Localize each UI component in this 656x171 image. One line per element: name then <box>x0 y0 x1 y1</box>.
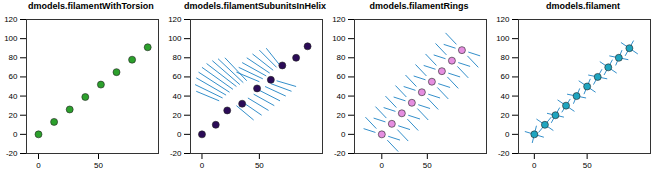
svg-text:-20: -20 <box>6 149 18 158</box>
svg-text:80: 80 <box>173 53 182 62</box>
svg-text:40: 40 <box>337 92 346 101</box>
svg-text:120: 120 <box>332 15 346 24</box>
svg-text:60: 60 <box>9 72 18 81</box>
svg-text:0: 0 <box>177 130 182 139</box>
svg-text:0: 0 <box>341 130 346 139</box>
svg-text:40: 40 <box>501 92 510 101</box>
svg-text:0: 0 <box>505 130 510 139</box>
svg-text:0: 0 <box>532 161 537 169</box>
svg-text:20: 20 <box>9 111 18 120</box>
svg-text:-20: -20 <box>498 149 510 158</box>
svg-text:80: 80 <box>501 53 510 62</box>
svg-text:0: 0 <box>13 130 18 139</box>
svg-text:60: 60 <box>501 72 510 81</box>
svg-text:50: 50 <box>423 161 432 169</box>
svg-text:40: 40 <box>173 92 182 101</box>
svg-text:20: 20 <box>337 111 346 120</box>
svg-text:80: 80 <box>337 53 346 62</box>
svg-text:50: 50 <box>255 161 264 169</box>
svg-text:-20: -20 <box>334 149 346 158</box>
svg-text:0: 0 <box>200 161 205 169</box>
svg-text:0: 0 <box>380 161 385 169</box>
svg-text:20: 20 <box>501 111 510 120</box>
svg-text:-20: -20 <box>170 149 182 158</box>
svg-text:100: 100 <box>496 34 510 43</box>
svg-text:100: 100 <box>168 34 182 43</box>
svg-text:120: 120 <box>168 15 182 24</box>
svg-text:50: 50 <box>583 161 592 169</box>
svg-text:0: 0 <box>36 161 41 169</box>
html-text:dmodels.filamentWithTorsion: dmodels.filamentWithTorsion <box>28 1 154 11</box>
svg-text:80: 80 <box>9 53 18 62</box>
html-text:dmodels.filamentRings: dmodels.filamentRings <box>369 1 469 11</box>
svg-text:100: 100 <box>4 34 18 43</box>
svg-text:40: 40 <box>9 92 18 101</box>
html-text:dmodels.filament: dmodels.filament <box>546 1 620 11</box>
svg-text:20: 20 <box>173 111 182 120</box>
html-text:dmodels.filamentSubunitsInHeli: dmodels.filamentSubunitsInHelix <box>184 1 326 11</box>
svg-text:50: 50 <box>94 161 103 169</box>
svg-text:60: 60 <box>337 72 346 81</box>
svg-text:60: 60 <box>173 72 182 81</box>
svg-text:120: 120 <box>4 15 18 24</box>
svg-text:100: 100 <box>332 34 346 43</box>
svg-text:120: 120 <box>496 15 510 24</box>
